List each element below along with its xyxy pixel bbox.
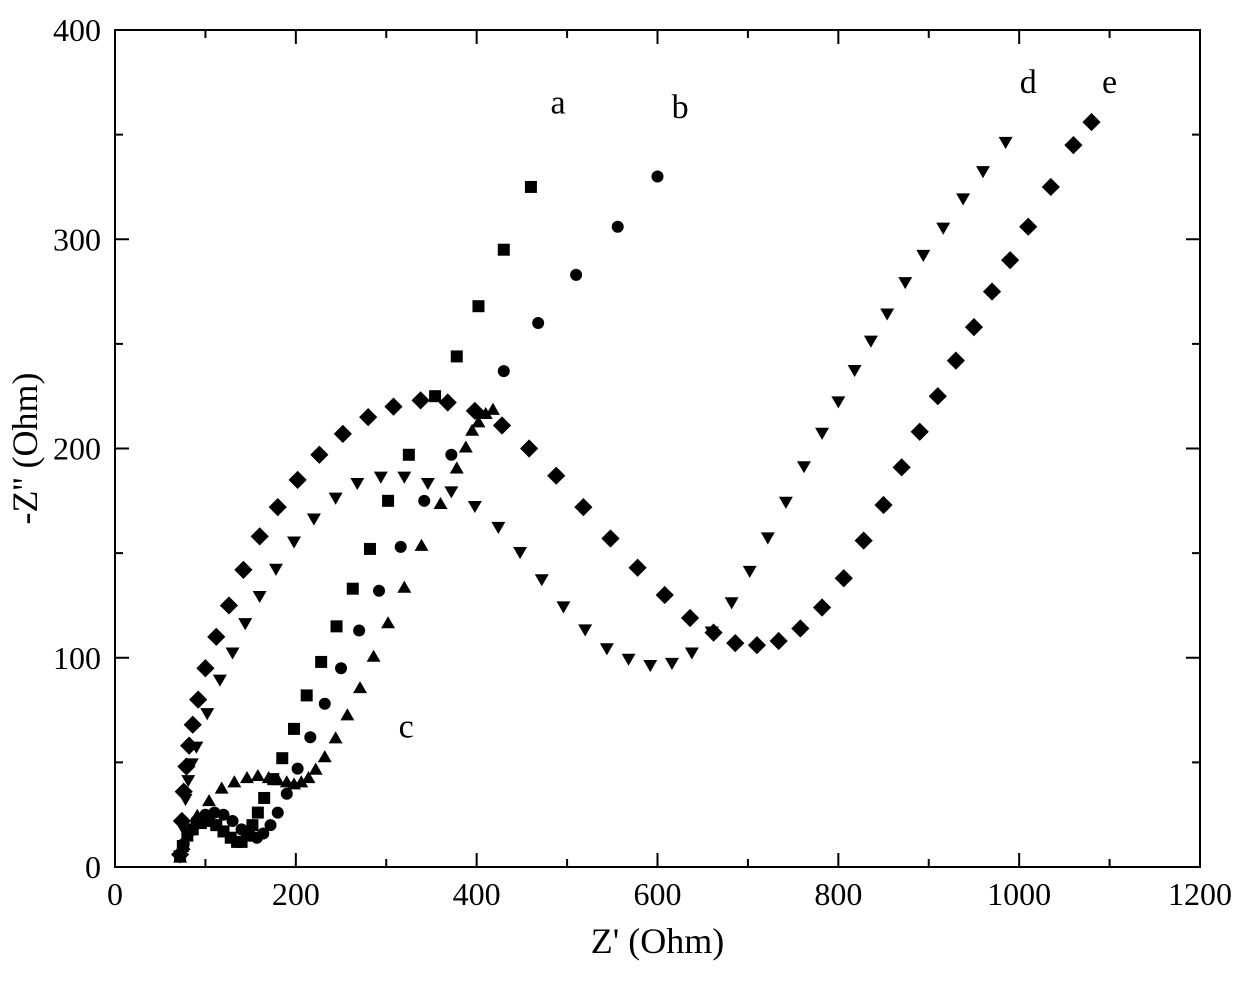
series-label-e: e	[1102, 64, 1117, 101]
x-tick-label: 200	[272, 876, 320, 912]
series-label-c: c	[399, 708, 414, 745]
series-label-a: a	[550, 85, 565, 122]
x-tick-label: 1200	[1168, 876, 1232, 912]
series-label-d: d	[1020, 64, 1037, 101]
series-a	[174, 181, 537, 863]
y-tick-label: 100	[53, 640, 101, 676]
x-tick-label: 1000	[987, 876, 1051, 912]
x-tick-label: 800	[814, 876, 862, 912]
y-tick-label: 400	[53, 12, 101, 48]
x-tick-label: 0	[107, 876, 123, 912]
chart-svg: 0 200 400 600 800 1000 1200 0 100 200 300 400 Z' (Oh…	[0, 0, 1240, 987]
series-c	[173, 403, 500, 863]
y-tick-label: 300	[53, 221, 101, 257]
y-tick-label: 200	[53, 431, 101, 467]
x-axis-label: Z' (Ohm)	[591, 921, 724, 961]
series-b	[174, 170, 663, 862]
series-label-b: b	[672, 89, 689, 126]
plot-frame	[115, 30, 1200, 867]
y-axis-label: -Z'' (Ohm)	[5, 373, 45, 525]
x-tick-label: 600	[634, 876, 682, 912]
y-tick-label: 0	[85, 849, 101, 885]
series-e	[171, 113, 1101, 864]
x-tick-label: 400	[453, 876, 501, 912]
nyquist-chart: 0 200 400 600 800 1000 1200 0 100 200 300 400 Z' (Oh…	[0, 0, 1240, 987]
